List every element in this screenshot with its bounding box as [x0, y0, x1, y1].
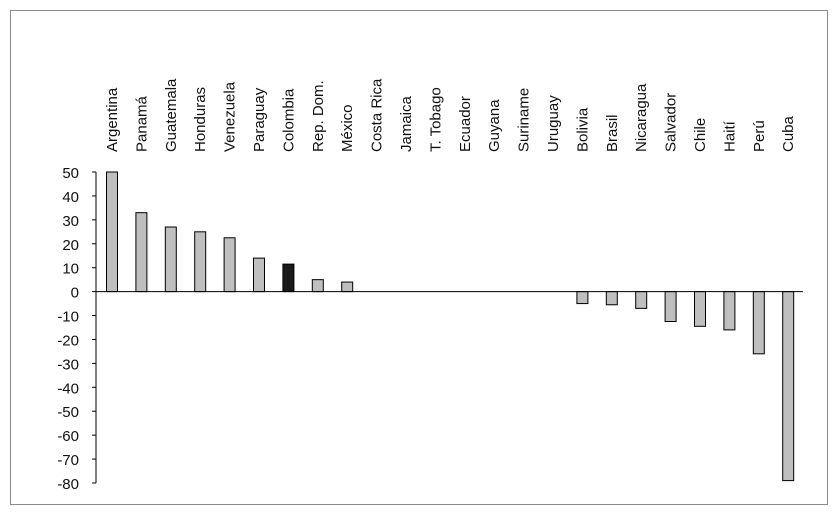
bar-bolivia — [576, 291, 589, 305]
bar-chile — [694, 291, 706, 327]
category-label: Chile — [692, 118, 709, 152]
bar-guatemala — [164, 226, 177, 293]
category-label: Guyana — [486, 99, 503, 152]
bar-perú — [752, 291, 765, 355]
category-label: Haití — [721, 120, 738, 152]
category-label: Perú — [751, 120, 768, 152]
category-label: Bolivia — [574, 107, 591, 152]
bar-colombia — [282, 263, 295, 293]
category-label: Venezuela — [222, 81, 239, 152]
category-label: Paraguay — [251, 87, 268, 152]
bar-cuba — [782, 291, 795, 482]
category-label: Nicaragua — [633, 83, 650, 152]
axis-layer — [92, 171, 803, 484]
y-tick-label: 50 — [62, 165, 79, 182]
category-label: Uruguay — [545, 95, 562, 152]
bar-haití — [723, 291, 736, 331]
category-label: Colombia — [280, 88, 297, 152]
y-tick-label: -70 — [57, 452, 79, 469]
bar-argentina — [106, 171, 118, 293]
bar-salvador — [664, 291, 677, 323]
y-tick-label: 40 — [62, 189, 79, 206]
category-label: Suriname — [516, 88, 533, 152]
bar-panamá — [135, 212, 148, 293]
y-tick-label: -60 — [57, 428, 79, 445]
y-tick-label: -10 — [57, 309, 79, 326]
bar-méxico — [341, 281, 354, 293]
y-tick-label: 10 — [62, 261, 79, 278]
y-tick-label: -20 — [57, 332, 79, 349]
y-tick-label: -30 — [57, 356, 79, 373]
y-tick-label: 0 — [71, 285, 79, 302]
y-tick-label: 20 — [62, 237, 79, 254]
category-label: Panamá — [133, 95, 150, 152]
category-label: Guatemala — [163, 78, 180, 152]
category-label: Honduras — [192, 87, 209, 152]
bar-rep-dom- — [311, 279, 324, 293]
labels-layer: 50 40 30 20 10 0 -10 -20 -30 -40 -50 -60 -70 -80 Argen… — [57, 78, 797, 493]
category-label: Rep. Dom. — [310, 80, 327, 152]
category-label: Ecuador — [457, 96, 474, 152]
category-label: Jamaica — [398, 95, 415, 152]
y-tick-label: -50 — [57, 404, 79, 421]
category-label: Cuba — [780, 115, 797, 152]
bar-paraguay — [253, 257, 265, 293]
y-tick-label: -40 — [57, 380, 79, 397]
category-label: Costa Rica — [369, 78, 386, 152]
category-label: Argentina — [104, 87, 121, 152]
bars-layer — [106, 171, 795, 482]
bar-brasil — [605, 291, 618, 306]
bar-venezuela — [223, 237, 236, 293]
y-tick-label: -80 — [57, 476, 79, 493]
bar-nicaragua — [635, 291, 648, 309]
y-tick-label: 30 — [62, 213, 79, 230]
category-label: México — [339, 104, 356, 152]
category-label: T. Tobago — [427, 87, 444, 152]
bar-honduras — [194, 231, 207, 293]
category-label: Salvador — [663, 93, 680, 152]
category-label: Brasil — [604, 114, 621, 152]
